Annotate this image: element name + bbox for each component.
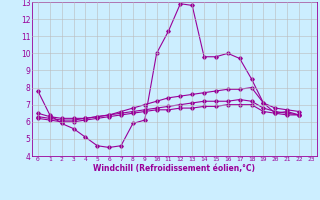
X-axis label: Windchill (Refroidissement éolien,°C): Windchill (Refroidissement éolien,°C) [93, 164, 255, 173]
